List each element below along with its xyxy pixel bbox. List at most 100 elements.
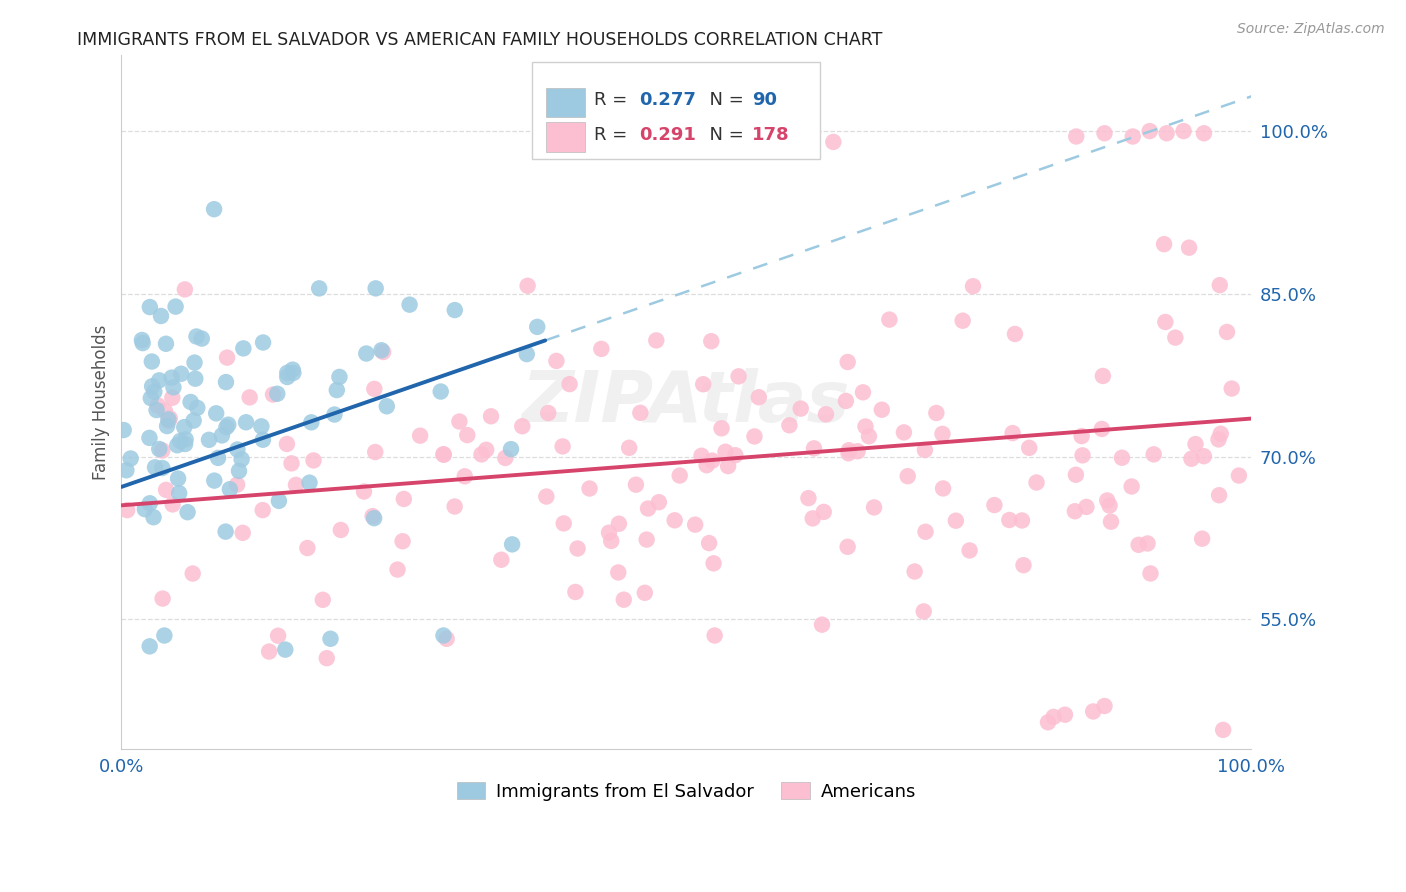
Point: [634, 586, 657, 600]
Point: [215, 420, 238, 434]
Point: [700, 334, 723, 349]
Point: [153, 628, 176, 642]
Point: [215, 375, 238, 389]
Point: [703, 557, 725, 571]
Point: [281, 362, 304, 376]
Point: [1076, 500, 1098, 514]
Point: [1173, 124, 1195, 138]
Point: [925, 406, 948, 420]
Point: [613, 592, 636, 607]
Point: [315, 651, 337, 665]
Point: [143, 460, 166, 475]
Point: [664, 513, 686, 527]
Point: [607, 566, 630, 580]
Point: [1139, 566, 1161, 581]
Point: [959, 543, 981, 558]
Point: [1098, 499, 1121, 513]
Point: [683, 517, 706, 532]
Point: [1091, 422, 1114, 436]
Point: [266, 386, 288, 401]
Point: [153, 404, 176, 418]
Point: [364, 445, 387, 459]
Text: ZIPAtlas: ZIPAtlas: [522, 368, 851, 437]
Point: [228, 464, 250, 478]
Point: [143, 384, 166, 399]
Point: [931, 426, 953, 441]
Point: [494, 450, 516, 465]
Point: [299, 415, 322, 429]
Point: [191, 332, 214, 346]
Point: [328, 370, 350, 384]
Point: [167, 486, 190, 500]
Point: [904, 565, 927, 579]
Point: [373, 345, 395, 359]
Point: [218, 482, 240, 496]
Point: [370, 343, 392, 358]
Point: [184, 372, 207, 386]
Point: [274, 642, 297, 657]
Point: [226, 442, 249, 457]
Point: [617, 441, 640, 455]
Point: [914, 442, 936, 457]
Text: N =: N =: [697, 91, 749, 109]
Point: [932, 482, 955, 496]
Point: [180, 395, 202, 409]
Point: [217, 351, 239, 365]
Point: [537, 406, 560, 420]
Point: [198, 433, 221, 447]
Point: [1128, 538, 1150, 552]
Point: [252, 503, 274, 517]
Point: [323, 408, 346, 422]
Point: [837, 446, 859, 460]
Point: [232, 525, 254, 540]
Point: [703, 628, 725, 642]
Point: [356, 346, 378, 360]
Point: [186, 329, 208, 343]
Point: [952, 314, 974, 328]
Point: [150, 309, 173, 323]
Point: [364, 281, 387, 295]
Legend: Immigrants from El Salvador, Americans: Immigrants from El Salvador, Americans: [451, 777, 922, 806]
FancyBboxPatch shape: [531, 62, 820, 160]
Point: [252, 433, 274, 447]
Point: [432, 447, 454, 461]
Point: [516, 278, 538, 293]
Point: [432, 628, 454, 642]
Point: [567, 541, 589, 556]
Point: [897, 469, 920, 483]
Point: [173, 282, 195, 296]
Point: [863, 500, 886, 515]
Point: [748, 390, 770, 404]
Point: [276, 370, 298, 384]
Point: [202, 202, 225, 217]
Point: [637, 501, 659, 516]
Point: [914, 524, 936, 539]
Y-axis label: Family Households: Family Households: [93, 325, 110, 480]
Point: [298, 475, 321, 490]
Point: [115, 503, 138, 517]
Point: [1136, 536, 1159, 550]
Point: [983, 498, 1005, 512]
Point: [491, 553, 513, 567]
Point: [546, 354, 568, 368]
Point: [391, 534, 413, 549]
Point: [392, 491, 415, 506]
Point: [1153, 237, 1175, 252]
Point: [167, 471, 190, 485]
Point: [1053, 707, 1076, 722]
Point: [131, 336, 153, 351]
Point: [813, 505, 835, 519]
Point: [1156, 126, 1178, 140]
Text: 178: 178: [752, 126, 790, 144]
Point: [1192, 449, 1215, 463]
Point: [308, 281, 330, 295]
Point: [598, 525, 620, 540]
Point: [250, 419, 273, 434]
Point: [202, 474, 225, 488]
Point: [1011, 513, 1033, 527]
Point: [165, 300, 187, 314]
Point: [870, 402, 893, 417]
Point: [551, 439, 574, 453]
Point: [835, 393, 858, 408]
Point: [1216, 325, 1239, 339]
